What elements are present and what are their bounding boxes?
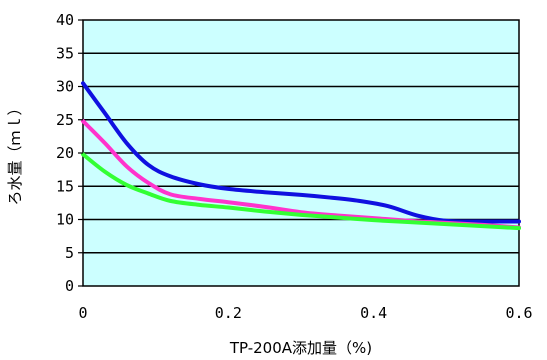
y-axis-ticks: 0 5 10 15 20 25 30 35 40 (56, 11, 83, 295)
y-tick-label: 40 (56, 11, 74, 29)
x-tick-label: 0.2 (215, 304, 242, 322)
y-tick-label: 5 (65, 244, 74, 262)
y-tick-label: 30 (56, 78, 74, 96)
x-tick-label: 0.4 (360, 304, 387, 322)
y-tick-label: 25 (56, 111, 74, 129)
x-tick-label: 0.6 (505, 304, 532, 322)
x-axis-title: TP-200A添加量（%) (229, 339, 372, 357)
x-axis-ticks: 0 0.2 0.4 0.6 (78, 304, 532, 322)
series-line-3 (81, 152, 521, 231)
y-tick-label: 10 (56, 211, 74, 229)
y-tick-label: 35 (56, 44, 74, 62)
x-tick-label: 0 (78, 304, 87, 322)
y-tick-label: 20 (56, 144, 74, 162)
series-line-1 (81, 81, 521, 224)
y-tick-label: 15 (56, 177, 74, 195)
y-axis-title: ろ水量（ｍｌ） (6, 100, 24, 205)
series-group (81, 81, 521, 231)
y-tick-label: 0 (65, 277, 74, 295)
